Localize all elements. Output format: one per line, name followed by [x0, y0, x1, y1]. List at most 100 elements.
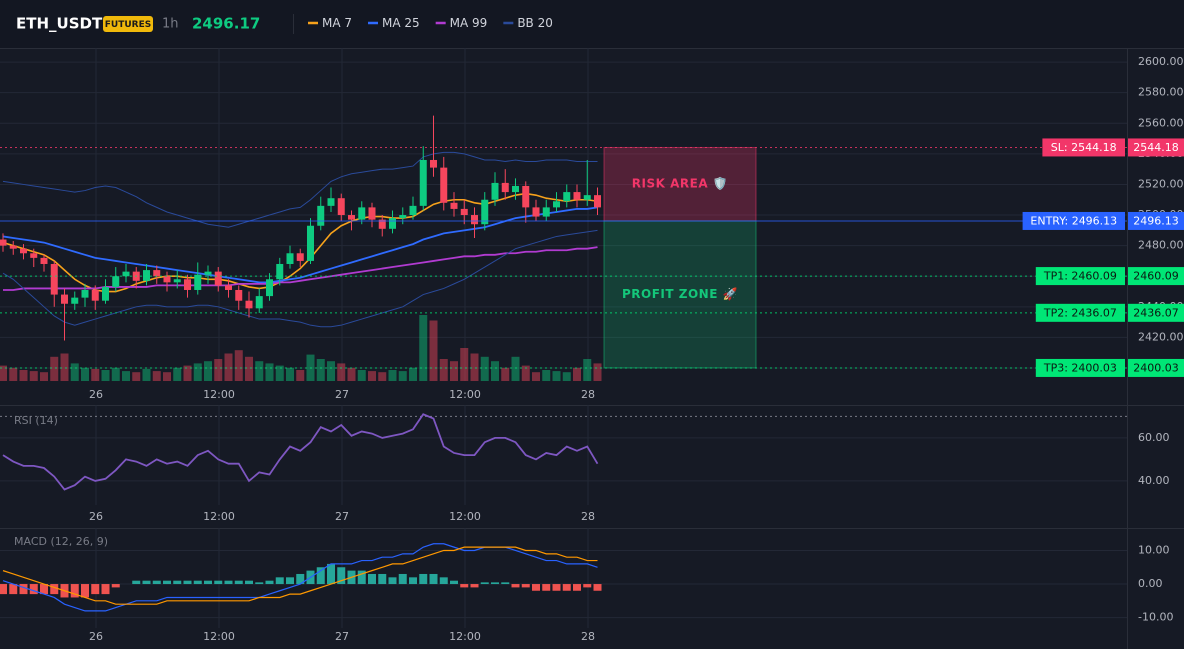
- x-tick-label: 27: [335, 388, 349, 401]
- candle-body: [542, 207, 550, 217]
- volume-bar: [521, 365, 530, 381]
- candle-body: [553, 201, 560, 208]
- macd-histogram-bar: [286, 577, 294, 585]
- volume-bar: [296, 370, 305, 381]
- candle-body: [20, 248, 27, 254]
- volume-bar: [255, 361, 264, 381]
- rsi-line: [2, 413, 599, 491]
- macd-histogram-bar: [521, 584, 530, 588]
- candle-body: [512, 185, 519, 193]
- ma-line: [2, 206, 598, 284]
- macd-histogram-bar: [9, 584, 18, 595]
- x-tick-label: 12:00: [449, 510, 481, 523]
- macd-histogram-bar: [501, 582, 510, 585]
- candle-body: [153, 270, 161, 277]
- y-tick-label: 2480.00: [1138, 239, 1184, 252]
- candle-body: [61, 294, 68, 304]
- macd-histogram-bar: [419, 573, 428, 585]
- y-tick-label: 2600.00: [1138, 55, 1184, 68]
- x-tick-label: 12:00: [449, 388, 481, 401]
- candle-body: [317, 205, 325, 226]
- macd-histogram-bar: [70, 584, 79, 598]
- x-tick-label: 27: [335, 630, 349, 643]
- volume-bar: [91, 368, 100, 381]
- candle-body: [91, 289, 99, 301]
- candle-body: [522, 185, 530, 208]
- macd-histogram-bar: [245, 580, 253, 585]
- x-tick-label: 12:00: [203, 510, 235, 523]
- header-bar: [0, 0, 1184, 48]
- volume-bar: [491, 361, 499, 381]
- volume-bar: [29, 371, 38, 381]
- y-tick-label: 2580.00: [1138, 86, 1184, 99]
- legend-label: MA 25: [382, 16, 420, 30]
- volume-bar: [122, 371, 130, 381]
- macd-histogram-bar: [552, 584, 561, 591]
- volume-bar: [460, 348, 469, 381]
- candle-body: [594, 195, 601, 208]
- macd-histogram-bar: [183, 580, 192, 585]
- candle-body: [501, 182, 509, 193]
- volume-bar: [480, 356, 489, 381]
- x-tick-label: 27: [335, 510, 349, 523]
- candle-body: [235, 289, 243, 301]
- last-price: 2496.17: [192, 15, 260, 33]
- volume-bar: [163, 372, 171, 381]
- zone-label: RISK AREA 🛡️: [632, 177, 728, 191]
- candle-body: [266, 279, 273, 297]
- macd-histogram-bar: [491, 582, 499, 585]
- volume-bar: [101, 370, 110, 381]
- volume-bar: [111, 367, 120, 381]
- bb-lower: [2, 229, 598, 328]
- candle-body: [460, 208, 468, 216]
- macd-histogram-bar: [142, 580, 151, 585]
- macd-line: [2, 546, 598, 605]
- price-tag-label: 2544.18: [1133, 141, 1179, 154]
- y-tick-label: 2520.00: [1138, 177, 1184, 190]
- y-tick-label: 40.00: [1138, 474, 1170, 487]
- price-tag: [1128, 267, 1184, 286]
- y-tick-label: 2560.00: [1138, 116, 1184, 129]
- volume-bar: [501, 367, 510, 381]
- volume-bar: [286, 367, 294, 381]
- volume-bar: [337, 363, 346, 381]
- macd-histogram-bar: [19, 584, 28, 595]
- macd-histogram-bar: [470, 584, 479, 588]
- macd-histogram-bar: [480, 582, 489, 585]
- volume-bar: [316, 359, 325, 381]
- volume-bar: [204, 361, 212, 381]
- candle-body: [471, 215, 478, 225]
- volume-bar: [132, 372, 141, 381]
- macd-histogram-bar: [214, 580, 223, 585]
- x-tick-label: 12:00: [203, 630, 235, 643]
- candle-body: [583, 195, 591, 200]
- macd-histogram-bar: [316, 567, 325, 585]
- candle-body: [296, 253, 304, 261]
- candle-body: [419, 159, 427, 206]
- badge: FUTURES: [105, 20, 151, 30]
- volume-bar: [593, 363, 602, 381]
- volume-bar: [552, 371, 561, 381]
- candle-body: [337, 198, 345, 216]
- x-tick-label: 12:00: [203, 388, 235, 401]
- macd-histogram-bar: [398, 573, 407, 585]
- candle-body: [0, 239, 7, 246]
- candle-body: [378, 219, 386, 229]
- macd-histogram-bar: [388, 577, 397, 585]
- candle-body: [286, 253, 294, 264]
- macd-histogram-bar: [50, 584, 59, 595]
- rsi-title: RSI (14): [14, 414, 58, 427]
- macd-histogram-bar: [583, 584, 592, 588]
- macd-histogram-bar: [593, 584, 602, 591]
- candle-body: [184, 279, 191, 290]
- x-tick-label: 28: [581, 630, 595, 643]
- candle-body: [307, 225, 314, 261]
- macd-histogram-bar: [234, 580, 243, 585]
- volume-bar: [19, 370, 28, 381]
- candle-body: [409, 205, 417, 216]
- macd-histogram-bar: [81, 584, 89, 598]
- macd-histogram-bar: [542, 584, 551, 591]
- macd-histogram-bar: [224, 580, 233, 585]
- volume-bar: [562, 372, 571, 381]
- volume-bar: [224, 353, 233, 381]
